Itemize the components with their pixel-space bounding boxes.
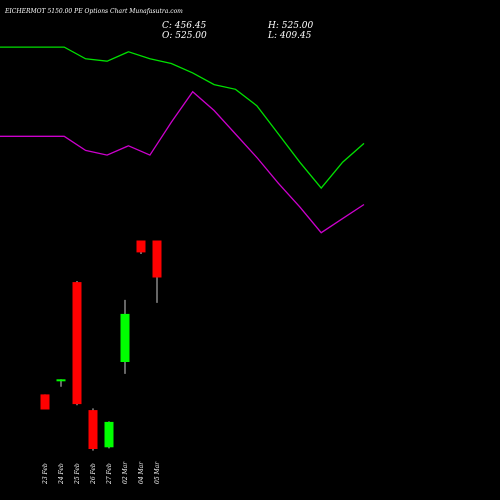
candle-body — [72, 282, 82, 405]
indicator-line-1 — [0, 46, 365, 190]
x-tick-label: 25 Feb — [74, 463, 81, 485]
x-tick-label: 04 Mar — [138, 461, 145, 484]
x-tick-label: 02 Mar — [122, 461, 129, 484]
x-tick-label: 27 Feb — [106, 463, 113, 485]
candle-body — [152, 240, 162, 278]
candle-body — [88, 410, 98, 449]
x-tick-label: 26 Feb — [90, 463, 97, 485]
high-value: H: 525.00 — [268, 21, 314, 31]
candle-body — [56, 379, 66, 382]
candle-body — [40, 394, 50, 410]
candles — [40, 240, 162, 451]
candle-body — [120, 313, 130, 362]
x-tick-label: 05 Mar — [154, 461, 161, 484]
indicator-lines — [0, 46, 365, 234]
candle-body — [136, 240, 146, 253]
candle-body — [104, 421, 114, 448]
x-tick-label: 23 Feb — [42, 463, 49, 485]
x-axis-ticks: 23 Feb 24 Feb 25 Feb 26 Feb 27 Feb 02 Mar 04 M… — [42, 461, 161, 485]
open-value: O: 525.00 — [162, 31, 207, 41]
x-tick-label: 24 Feb — [58, 463, 65, 485]
indicator-line-2 — [0, 90, 365, 234]
low-value: L: 409.45 — [268, 31, 312, 41]
close-value: C: 456.45 — [162, 21, 207, 31]
chart-title: EICHERMOT 5150.00 PE Options Chart Munaf… — [5, 8, 183, 15]
